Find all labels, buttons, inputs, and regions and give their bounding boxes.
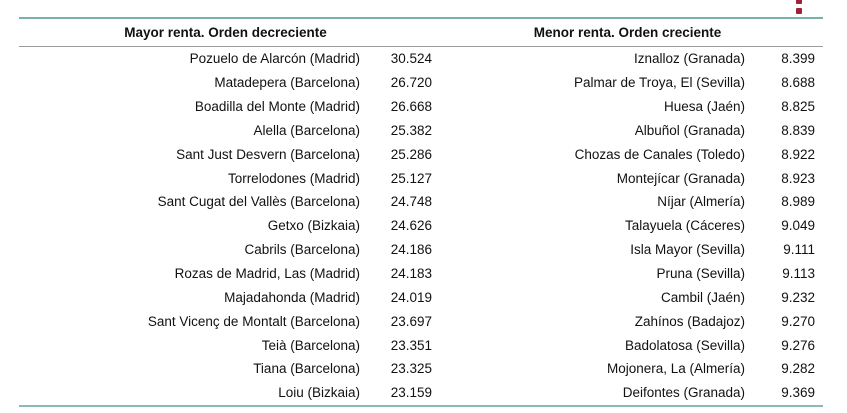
table-body: Pozuelo de Alarcón (Madrid) 30.524 Iznallo… (19, 47, 823, 406)
municipality-name-right: Pruna (Sevilla) (656, 266, 746, 282)
table-row: Rozas de Madrid, Las (Madrid) 24.183 Pruna… (19, 262, 823, 286)
table-row: Pozuelo de Alarcón (Madrid) 30.524 Iznallo… (19, 47, 823, 71)
municipality-name-right: Albuñol (Granada) (634, 122, 746, 138)
income-value-right: 9.369 (781, 385, 816, 401)
table-row: Torrelodones (Madrid) 25.127 Montejícar (G… (19, 166, 823, 190)
income-value-right: 9.113 (782, 266, 816, 282)
municipality-name-left: Rozas de Madrid, Las (Madrid) (174, 266, 360, 282)
income-value-left: 26.668 (390, 99, 433, 115)
municipality-name-right: Cambil (Jaén) (660, 289, 746, 305)
income-value-right: 8.839 (781, 122, 816, 138)
municipality-name-right: Montejícar (Granada) (616, 170, 746, 186)
income-value-left: 30.524 (390, 51, 433, 67)
municipality-name-left: Getxo (Bizkaia) (267, 218, 360, 234)
income-value-right: 9.276 (781, 337, 816, 353)
table-row: Teià (Barcelona) 23.351 Badolatosa (Sevill… (19, 333, 823, 357)
municipality-name-right: Iznalloz (Granada) (633, 51, 746, 67)
income-value-right: 9.270 (781, 313, 816, 329)
table-row: Majadahonda (Madrid) 24.019 Cambil (Jaén) 9… (19, 285, 823, 309)
table-row: Getxo (Bizkaia) 24.626 Talayuela (Cáceres)… (19, 214, 823, 238)
income-value-left: 23.325 (390, 361, 433, 377)
municipality-name-right: Mojonera, La (Almería) (606, 361, 746, 377)
municipality-name-right: Deifontes (Granada) (622, 385, 746, 401)
table-row: Tiana (Barcelona) 23.325 Mojonera, La (Alm… (19, 357, 823, 381)
table-row: Alella (Barcelona) 25.382 Albuñol (Granada… (19, 119, 823, 143)
income-value-left: 24.019 (390, 289, 433, 305)
municipality-name-right: Huesa (Jaén) (663, 99, 746, 115)
income-value-right: 9.111 (783, 242, 816, 258)
income-value-right: 9.232 (781, 289, 816, 305)
income-value-right: 8.825 (781, 99, 816, 115)
municipality-name-right: Palmar de Troya, El (Sevilla) (573, 75, 746, 91)
income-value-right: 8.922 (781, 146, 816, 162)
table-row: Loiu (Bizkaia) 23.159 Deifontes (Granada) 9… (19, 381, 823, 406)
municipality-name-right: Talayuela (Cáceres) (624, 218, 746, 234)
income-value-left: 26.720 (390, 75, 433, 91)
municipality-name-left: Torrelodones (Madrid) (227, 170, 360, 186)
income-value-right: 8.989 (781, 194, 816, 210)
income-value-right: 9.049 (781, 218, 816, 234)
municipality-name-right: Badolatosa (Sevilla) (624, 337, 746, 353)
income-value-right: 8.923 (781, 170, 816, 186)
municipality-name-left: Sant Vicenç de Montalt (Barcelona) (147, 313, 360, 329)
income-value-left: 23.351 (390, 337, 433, 353)
table-row: Sant Cugat del Vallès (Barcelona) 24.748 N… (19, 190, 823, 214)
municipality-name-left: Loiu (Bizkaia) (278, 385, 360, 401)
table-row: Cabrils (Barcelona) 24.186 Isla Mayor (Sev… (19, 238, 823, 262)
income-value-left: 23.159 (390, 385, 433, 401)
income-value-left: 25.382 (390, 122, 433, 138)
municipality-name-left: Majadahonda (Madrid) (224, 289, 360, 305)
municipality-name-right: Níjar (Almería) (657, 194, 746, 210)
kebab-menu-icon[interactable] (794, 0, 804, 16)
municipality-name-left: Sant Just Desvern (Barcelona) (176, 146, 360, 162)
municipality-name-left: Sant Cugat del Vallès (Barcelona) (157, 194, 360, 210)
municipality-name-left: Cabrils (Barcelona) (244, 242, 360, 258)
municipality-name-right: Chozas de Canales (Toledo) (574, 146, 746, 162)
municipality-name-left: Boadilla del Monte (Madrid) (194, 99, 360, 115)
income-value-right: 9.282 (781, 361, 816, 377)
table-row: Boadilla del Monte (Madrid) 26.668 Huesa (… (19, 95, 823, 119)
header-row: Mayor renta. Orden decreciente Menor ren… (19, 18, 824, 47)
income-value-right: 8.399 (781, 51, 816, 67)
table-row: Sant Just Desvern (Barcelona) 25.286 Choza… (19, 142, 823, 166)
municipality-name-right: Zahínos (Badajoz) (634, 313, 746, 329)
income-value-left: 24.626 (390, 218, 433, 234)
kebab-dot (796, 0, 802, 4)
income-value-left: 24.183 (390, 266, 433, 282)
header-mayor-renta: Mayor renta. Orden decreciente (19, 18, 433, 47)
table-row: Sant Vicenç de Montalt (Barcelona) 23.697… (19, 309, 823, 333)
municipality-name-right: Isla Mayor (Sevilla) (630, 242, 746, 258)
municipality-name-left: Pozuelo de Alarcón (Madrid) (189, 51, 360, 67)
income-value-left: 24.748 (390, 194, 433, 210)
municipality-name-left: Tiana (Barcelona) (253, 361, 360, 377)
municipality-name-left: Teià (Barcelona) (261, 337, 360, 353)
income-value-left: 23.697 (390, 313, 433, 329)
income-value-left: 25.127 (390, 170, 433, 186)
income-value-right: 8.688 (781, 75, 816, 91)
header-menor-renta: Menor renta. Orden creciente (432, 18, 824, 47)
income-value-left: 24.186 (390, 242, 433, 258)
municipality-name-left: Alella (Barcelona) (253, 122, 360, 138)
table-row: Matadepera (Barcelona) 26.720 Palmar de Tr… (19, 71, 823, 95)
income-value-left: 25.286 (390, 146, 433, 162)
kebab-dot (796, 8, 802, 14)
income-ranking-table: Mayor renta. Orden decreciente Menor ren… (19, 17, 824, 407)
municipality-name-left: Matadepera (Barcelona) (214, 75, 360, 91)
